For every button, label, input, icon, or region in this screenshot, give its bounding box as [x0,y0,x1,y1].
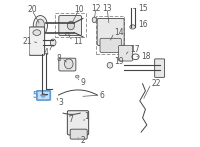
Text: 16: 16 [138,20,148,29]
FancyBboxPatch shape [59,58,76,71]
FancyBboxPatch shape [70,129,87,139]
Text: 19: 19 [114,57,124,66]
FancyBboxPatch shape [29,27,45,55]
Ellipse shape [33,16,47,35]
Ellipse shape [107,62,113,68]
Ellipse shape [67,21,74,30]
Text: 21: 21 [22,37,32,46]
Ellipse shape [76,75,79,78]
Text: 17: 17 [130,45,139,54]
Ellipse shape [33,30,41,35]
Ellipse shape [41,94,45,97]
Text: 5: 5 [32,91,37,100]
FancyBboxPatch shape [37,91,50,100]
Text: 22: 22 [151,79,161,88]
FancyBboxPatch shape [118,45,133,61]
Text: 8: 8 [57,54,62,63]
Text: 18: 18 [141,52,151,61]
Text: 11: 11 [73,37,83,46]
Ellipse shape [65,59,73,69]
FancyBboxPatch shape [100,38,121,52]
Text: 13: 13 [102,4,112,13]
Text: 12: 12 [91,4,100,13]
Ellipse shape [92,17,96,23]
Text: 7: 7 [69,115,74,124]
Ellipse shape [36,19,45,32]
Text: 20: 20 [27,5,37,14]
FancyBboxPatch shape [67,111,89,135]
Text: 14: 14 [114,28,124,37]
FancyBboxPatch shape [59,16,82,35]
Ellipse shape [130,25,135,29]
Text: 2: 2 [80,136,85,145]
Ellipse shape [50,39,56,46]
Bar [96,16,124,54]
Text: 4: 4 [44,48,49,57]
Ellipse shape [66,32,69,36]
Bar [55,13,86,37]
Text: 10: 10 [74,5,84,14]
Text: 1: 1 [84,112,89,121]
FancyBboxPatch shape [97,18,124,45]
Text: 9: 9 [80,78,85,87]
FancyBboxPatch shape [155,59,165,77]
Text: 3: 3 [59,98,64,107]
Text: 6: 6 [100,91,105,100]
Text: 15: 15 [138,4,148,13]
